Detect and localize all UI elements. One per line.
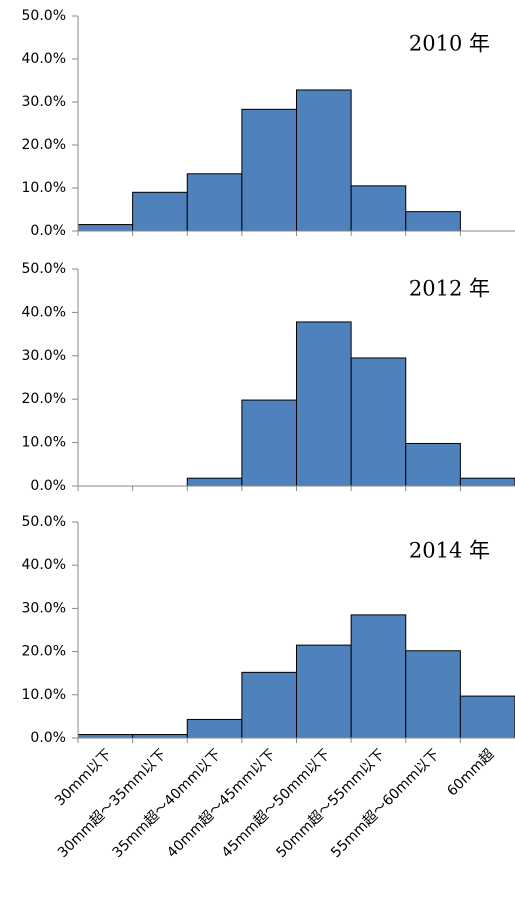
y-tick-label: 40.0% — [22, 304, 66, 320]
x-tick-label: 40mm超～45mm以下 — [164, 746, 279, 861]
y-tick-label: 30.0% — [22, 600, 66, 616]
y-tick-label: 50.0% — [22, 8, 66, 24]
bar — [186, 173, 243, 232]
y-tick-label: 20.0% — [22, 644, 66, 660]
bar — [350, 614, 407, 739]
bar — [459, 477, 515, 487]
x-tick-label: 50mm超～55mm以下 — [273, 746, 388, 861]
bar — [296, 644, 352, 739]
bar — [296, 321, 352, 487]
chart-title: 2014 年 — [409, 539, 490, 563]
y-tick-label: 20.0% — [22, 391, 66, 407]
y-tick-label: 40.0% — [22, 557, 66, 573]
bar — [350, 357, 407, 487]
bar — [296, 89, 352, 232]
y-tick-label: 0.0% — [30, 478, 66, 494]
bar — [186, 477, 243, 487]
x-tick-label: 35mm超～40mm以下 — [110, 746, 225, 861]
y-tick-label: 0.0% — [30, 730, 66, 746]
y-tick-label: 10.0% — [22, 435, 66, 451]
bar — [350, 185, 407, 232]
bar — [77, 734, 134, 739]
y-tick-label: 10.0% — [22, 180, 66, 196]
bar — [241, 108, 297, 232]
bar — [459, 695, 515, 739]
chart-title: 2010 年 — [409, 32, 490, 56]
bar — [77, 224, 134, 232]
bar — [132, 734, 188, 739]
y-tick-label: 40.0% — [22, 51, 66, 67]
bar — [241, 399, 297, 487]
y-tick-label: 50.0% — [22, 261, 66, 277]
x-tick-label: 45mm超～50mm以下 — [219, 746, 334, 861]
bar — [405, 650, 461, 739]
x-tick-label: 30mm超～35mm以下 — [55, 746, 170, 861]
y-tick-label: 30.0% — [22, 94, 66, 110]
x-tick-label: 60mm超 — [444, 746, 497, 799]
bar — [405, 211, 461, 232]
y-tick-label: 10.0% — [22, 687, 66, 703]
bar — [241, 671, 297, 739]
chart-title: 2012 年 — [409, 277, 490, 301]
y-tick-label: 0.0% — [30, 223, 66, 239]
bar — [186, 718, 243, 739]
y-tick-label: 20.0% — [22, 137, 66, 153]
y-tick-label: 50.0% — [22, 514, 66, 530]
bar — [132, 191, 188, 232]
bar — [405, 442, 461, 487]
y-tick-label: 30.0% — [22, 348, 66, 364]
x-tick-label: 55mm超～60mm以下 — [328, 746, 443, 861]
